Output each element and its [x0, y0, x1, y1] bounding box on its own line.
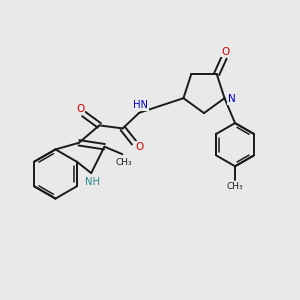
Text: NH: NH [85, 177, 100, 187]
Text: N: N [228, 94, 236, 104]
Text: O: O [221, 46, 230, 56]
Text: HN: HN [133, 100, 148, 110]
Text: CH₃: CH₃ [116, 158, 132, 167]
Text: CH₃: CH₃ [227, 182, 243, 191]
Text: O: O [135, 142, 144, 152]
Text: O: O [76, 103, 84, 114]
